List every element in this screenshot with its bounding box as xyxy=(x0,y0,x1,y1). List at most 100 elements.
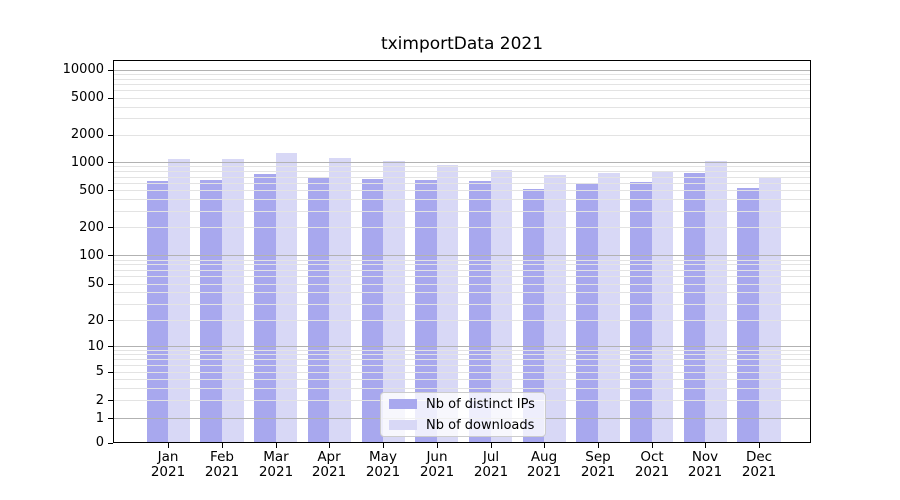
x-tick-mark xyxy=(222,443,223,448)
gridline-minor xyxy=(114,118,810,119)
legend-swatch-downloads_bar xyxy=(389,420,417,430)
x-tick-mark xyxy=(437,443,438,448)
gridline-minor xyxy=(114,354,810,355)
x-tick-mark xyxy=(598,443,599,448)
y-tick-mark xyxy=(108,443,113,444)
y-tick-mark xyxy=(108,98,113,99)
x-tick-year: 2021 xyxy=(258,464,294,480)
x-tick-label: Feb 2021 xyxy=(192,450,252,480)
gridline-minor xyxy=(114,276,810,277)
gridline-minor xyxy=(114,199,810,200)
bar-downloads xyxy=(758,176,781,442)
bar-distinct-ips xyxy=(415,179,437,442)
gridline-major xyxy=(114,255,810,256)
x-tick-label: Aug 2021 xyxy=(514,450,574,480)
bar-distinct-ips xyxy=(254,173,276,442)
bar-distinct-ips xyxy=(200,180,223,442)
legend: Nb of distinct IPs Nb of downloads xyxy=(380,392,546,437)
bar-distinct-ips xyxy=(683,172,706,442)
gridline-minor xyxy=(114,264,810,265)
gridline-minor xyxy=(114,365,810,366)
y-tick-label: 50 xyxy=(87,276,104,291)
y-tick-label: 1 xyxy=(95,411,104,426)
gridline-minor xyxy=(114,270,810,271)
y-tick-mark xyxy=(108,418,113,419)
gridline-major xyxy=(114,346,810,347)
bar-distinct-ips xyxy=(630,181,652,442)
x-tick-year: 2021 xyxy=(526,464,562,480)
x-tick-mark xyxy=(276,443,277,448)
y-tick-mark xyxy=(108,135,113,136)
x-tick-mark xyxy=(652,443,653,448)
gridline-minor xyxy=(114,379,810,380)
y-tick-mark xyxy=(108,320,113,321)
bar-downloads xyxy=(222,158,244,442)
x-tick-year: 2021 xyxy=(150,464,186,480)
bar-distinct-ips xyxy=(468,181,491,442)
x-tick-mark xyxy=(759,443,760,448)
y-tick-label: 0 xyxy=(95,435,104,450)
y-tick-mark xyxy=(108,255,113,256)
gridline-minor xyxy=(114,166,810,167)
y-tick-mark xyxy=(108,162,113,163)
y-tick-label: 100 xyxy=(79,248,104,263)
gridline-minor xyxy=(114,177,810,178)
x-tick-label: Dec 2021 xyxy=(729,450,789,480)
y-tick-mark xyxy=(108,372,113,373)
legend-item: Nb of downloads xyxy=(389,416,537,434)
y-tick-mark xyxy=(108,400,113,401)
gridline-minor xyxy=(114,135,810,136)
y-tick-mark xyxy=(108,70,113,71)
gridline-minor xyxy=(114,171,810,172)
bar-downloads xyxy=(490,170,513,442)
legend-swatch-ips_bar xyxy=(389,399,417,409)
bar-downloads xyxy=(168,159,190,442)
gridline-minor xyxy=(114,84,810,85)
gridline-minor xyxy=(114,74,810,75)
gridline-minor xyxy=(114,79,810,80)
bar-downloads xyxy=(275,153,298,442)
bar-downloads xyxy=(544,175,566,442)
y-tick-mark xyxy=(108,346,113,347)
x-tick-mark xyxy=(544,443,545,448)
gridline-minor xyxy=(114,260,810,261)
x-tick-label: Oct 2021 xyxy=(622,450,682,480)
bar-downloads xyxy=(651,170,674,442)
legend-label: Nb of downloads xyxy=(426,417,535,433)
gridline-minor xyxy=(114,284,810,285)
gridline-minor xyxy=(114,183,810,184)
x-tick-year: 2021 xyxy=(741,464,777,480)
legend-item: Nb of distinct IPs xyxy=(389,395,537,413)
x-tick-year: 2021 xyxy=(634,464,670,480)
gridline-minor xyxy=(114,107,810,108)
x-tick-year: 2021 xyxy=(365,464,401,480)
gridline-minor xyxy=(114,304,810,305)
legend-label: Nb of distinct IPs xyxy=(426,396,535,412)
gridline-major xyxy=(114,162,810,163)
x-tick-label: May 2021 xyxy=(353,450,413,480)
y-tick-label: 2000 xyxy=(70,127,104,142)
gridline-minor xyxy=(114,190,810,191)
y-tick-mark xyxy=(108,284,113,285)
x-tick-label: Sep 2021 xyxy=(568,450,628,480)
x-tick-label: Jun 2021 xyxy=(407,450,467,480)
gridline-minor xyxy=(114,211,810,212)
gridline-minor xyxy=(114,372,810,373)
x-tick-year: 2021 xyxy=(473,464,509,480)
y-tick-label: 10000 xyxy=(62,62,104,77)
x-tick-year: 2021 xyxy=(311,464,347,480)
x-tick-mark xyxy=(383,443,384,448)
gridline-minor xyxy=(114,320,810,321)
gridline-minor xyxy=(114,227,810,228)
y-tick-label: 5 xyxy=(95,364,104,379)
bar-downloads xyxy=(329,158,352,442)
bar-distinct-ips xyxy=(522,189,545,442)
bar-distinct-ips xyxy=(146,180,169,442)
gridline-minor xyxy=(114,388,810,389)
y-tick-mark xyxy=(108,190,113,191)
y-tick-label: 5000 xyxy=(70,90,104,105)
bar-downloads xyxy=(705,161,727,442)
y-tick-mark xyxy=(108,227,113,228)
bar-downloads xyxy=(383,160,405,442)
